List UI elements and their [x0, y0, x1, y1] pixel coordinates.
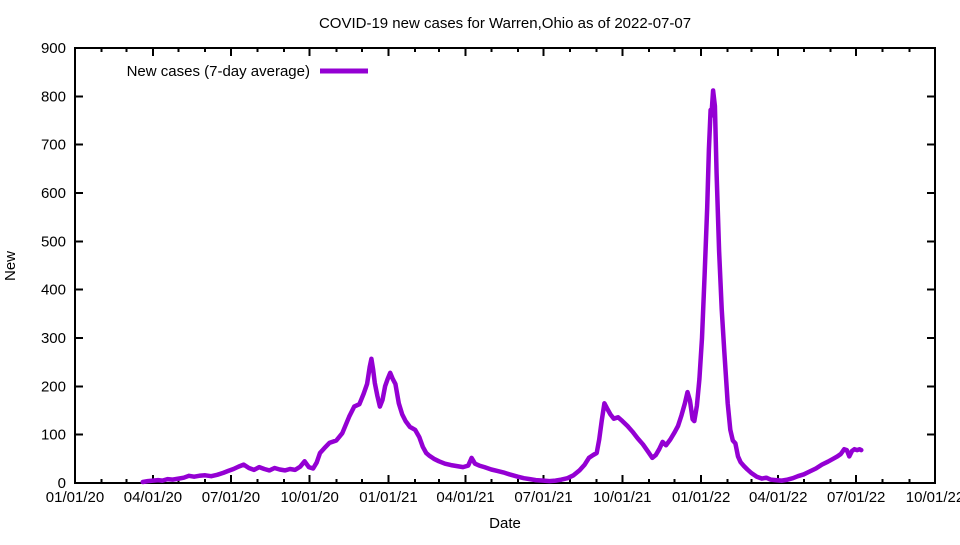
- x-tick-label: 01/01/21: [359, 489, 417, 506]
- y-tick-label: 500: [41, 233, 66, 250]
- x-tick-label: 10/01/22: [906, 489, 960, 506]
- x-tick-label: 04/01/20: [124, 489, 182, 506]
- y-tick-label: 400: [41, 282, 66, 299]
- x-tick-label: 07/01/20: [202, 489, 260, 506]
- legend-label: New cases (7-day average): [127, 63, 310, 80]
- y-tick-label: 200: [41, 378, 66, 395]
- y-tick-label: 100: [41, 427, 66, 444]
- x-tick-label: 10/01/21: [593, 489, 651, 506]
- x-tick-label: 07/01/21: [514, 489, 572, 506]
- x-tick-label: 01/01/20: [46, 489, 104, 506]
- new-cases-line: [140, 88, 864, 485]
- x-tick-label: 04/01/21: [436, 489, 494, 506]
- y-tick-label: 800: [41, 88, 66, 105]
- x-axis-label: Date: [489, 515, 521, 532]
- y-tick-label: 900: [41, 40, 66, 57]
- y-axis-label: New: [2, 251, 19, 281]
- y-tick-label: 300: [41, 330, 66, 347]
- x-tick-label: 04/01/22: [749, 489, 807, 506]
- x-tick-label: 01/01/22: [672, 489, 730, 506]
- y-tick-label: 600: [41, 185, 66, 202]
- plot-border: [74, 47, 936, 484]
- chart-title: COVID-19 new cases for Warren,Ohio as of…: [319, 15, 691, 32]
- x-tick-label: 07/01/22: [827, 489, 885, 506]
- y-tick-label: 0: [58, 475, 66, 492]
- y-tick-label: 700: [41, 137, 66, 154]
- x-tick-label: 10/01/20: [281, 489, 339, 506]
